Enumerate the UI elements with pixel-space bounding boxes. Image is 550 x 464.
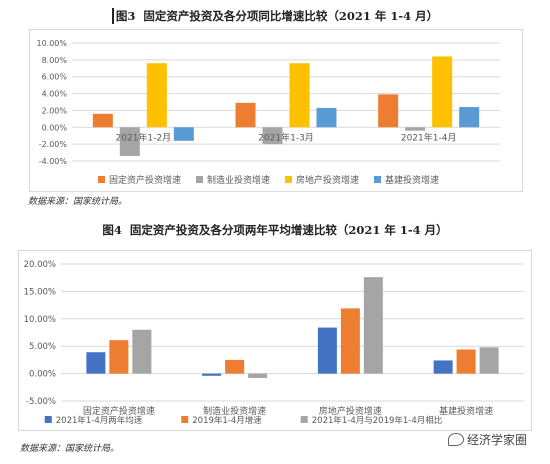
- watermark: 经济学家圈: [448, 431, 527, 448]
- y-tick-label: 20.00%: [24, 260, 56, 270]
- bar-2-2: [225, 359, 245, 374]
- y-tick-label: -2.00%: [39, 140, 68, 149]
- legend-swatch: [98, 176, 105, 183]
- bar-2-3: [405, 127, 426, 131]
- bar-3-3: [432, 56, 453, 128]
- chart1-svg: 10.00% 8.00% 6.00% 4.00% 2.00% 0.00% -2.00% -4.…: [36, 39, 500, 186]
- legend-swatch: [374, 176, 381, 183]
- chart2-source: 数据来源：国家统计局。: [20, 444, 120, 454]
- legend-swatch: [181, 416, 189, 423]
- bar-4-1: [173, 127, 194, 141]
- bar-3-2: [289, 63, 310, 128]
- chart1-panel: 10.00% 8.00% 6.00% 4.00% 2.00% 0.00% -2.00% -4.…: [29, 29, 523, 192]
- chart2-svg: 20.00% 15.00% 10.00% 5.00% 0.00% -5.00% 固定资产投资…: [24, 260, 524, 426]
- x-category-label: 房地产投资增速: [319, 405, 382, 417]
- bar-2-2: [262, 127, 283, 145]
- legend-label: 固定资产投资增速: [109, 174, 181, 186]
- chart2-title: 图4 固定资产投资及各分项两年平均增速比较（2021 年 1-4 月）: [102, 223, 448, 237]
- bar-3-1: [132, 329, 152, 374]
- bar-3-3: [363, 277, 383, 374]
- bar-2-1: [119, 127, 140, 156]
- y-tick-label: 10.00%: [36, 39, 67, 48]
- bar-1-4: [433, 360, 453, 374]
- bar-2-4: [456, 349, 476, 374]
- legend-label: 房地产投资增速: [296, 174, 359, 186]
- y-tick-label: 4.00%: [42, 90, 68, 99]
- legend-label: 基建投资增速: [385, 174, 439, 186]
- legend-label: 制造业投资增速: [207, 174, 270, 186]
- x-category-label: 制造业投资增速: [203, 405, 266, 417]
- y-tick-label: 15.00%: [24, 287, 56, 297]
- bar-4-3: [459, 107, 480, 128]
- legend-swatch: [285, 176, 292, 183]
- legend-label: 2019年1-4月增速: [192, 415, 262, 426]
- y-tick-label: 0.00%: [29, 370, 56, 380]
- y-tick-label: 10.00%: [24, 315, 56, 325]
- y-tick-label: 8.00%: [42, 56, 68, 65]
- y-tick-label: -5.00%: [26, 397, 56, 407]
- bar-3-1: [146, 63, 167, 128]
- x-category-label: 2021年1-4月: [401, 131, 457, 143]
- bar-2-3: [340, 308, 360, 374]
- y-tick-label: 2.00%: [42, 106, 68, 115]
- wechat-icon: [448, 433, 464, 446]
- bar-1-3: [317, 327, 337, 374]
- bar-2-1: [109, 340, 129, 374]
- bar-1-1: [86, 352, 106, 374]
- x-category-label: 2021年1-2月: [116, 131, 172, 143]
- x-category-label: 2021年1-3月: [258, 131, 314, 143]
- x-category-label: 固定资产投资增速: [83, 405, 155, 417]
- bar-1-1: [92, 113, 113, 128]
- bar-3-2: [248, 373, 268, 378]
- bar-3-4: [479, 347, 499, 374]
- chart1-title: 图3 固定资产投资及各分项同比增速比较（2021 年 1-4 月）: [0, 8, 550, 24]
- y-tick-label: 5.00%: [29, 342, 56, 352]
- y-tick-label: 0.00%: [42, 123, 68, 132]
- x-category-label: 基建投资增速: [439, 405, 493, 417]
- bar-1-2: [202, 373, 222, 376]
- bar-1-3: [378, 94, 399, 128]
- legend-label: 2021年1-4月与2019年1-4月相比: [312, 415, 443, 426]
- chart1-source: 数据来源：国家统计局。: [28, 197, 128, 207]
- bar-1-2: [235, 102, 256, 128]
- y-tick-label: -4.00%: [39, 157, 68, 166]
- chart2-panel: 20.00% 15.00% 10.00% 5.00% 0.00% -5.00% 固定资产投资…: [18, 250, 532, 431]
- legend-swatch: [300, 416, 308, 423]
- legend-swatch: [196, 176, 203, 183]
- legend-swatch: [44, 416, 52, 423]
- bar-4-2: [316, 107, 337, 128]
- y-tick-label: 6.00%: [42, 73, 68, 82]
- legend-label: 2021年1-4月两年均速: [56, 415, 143, 426]
